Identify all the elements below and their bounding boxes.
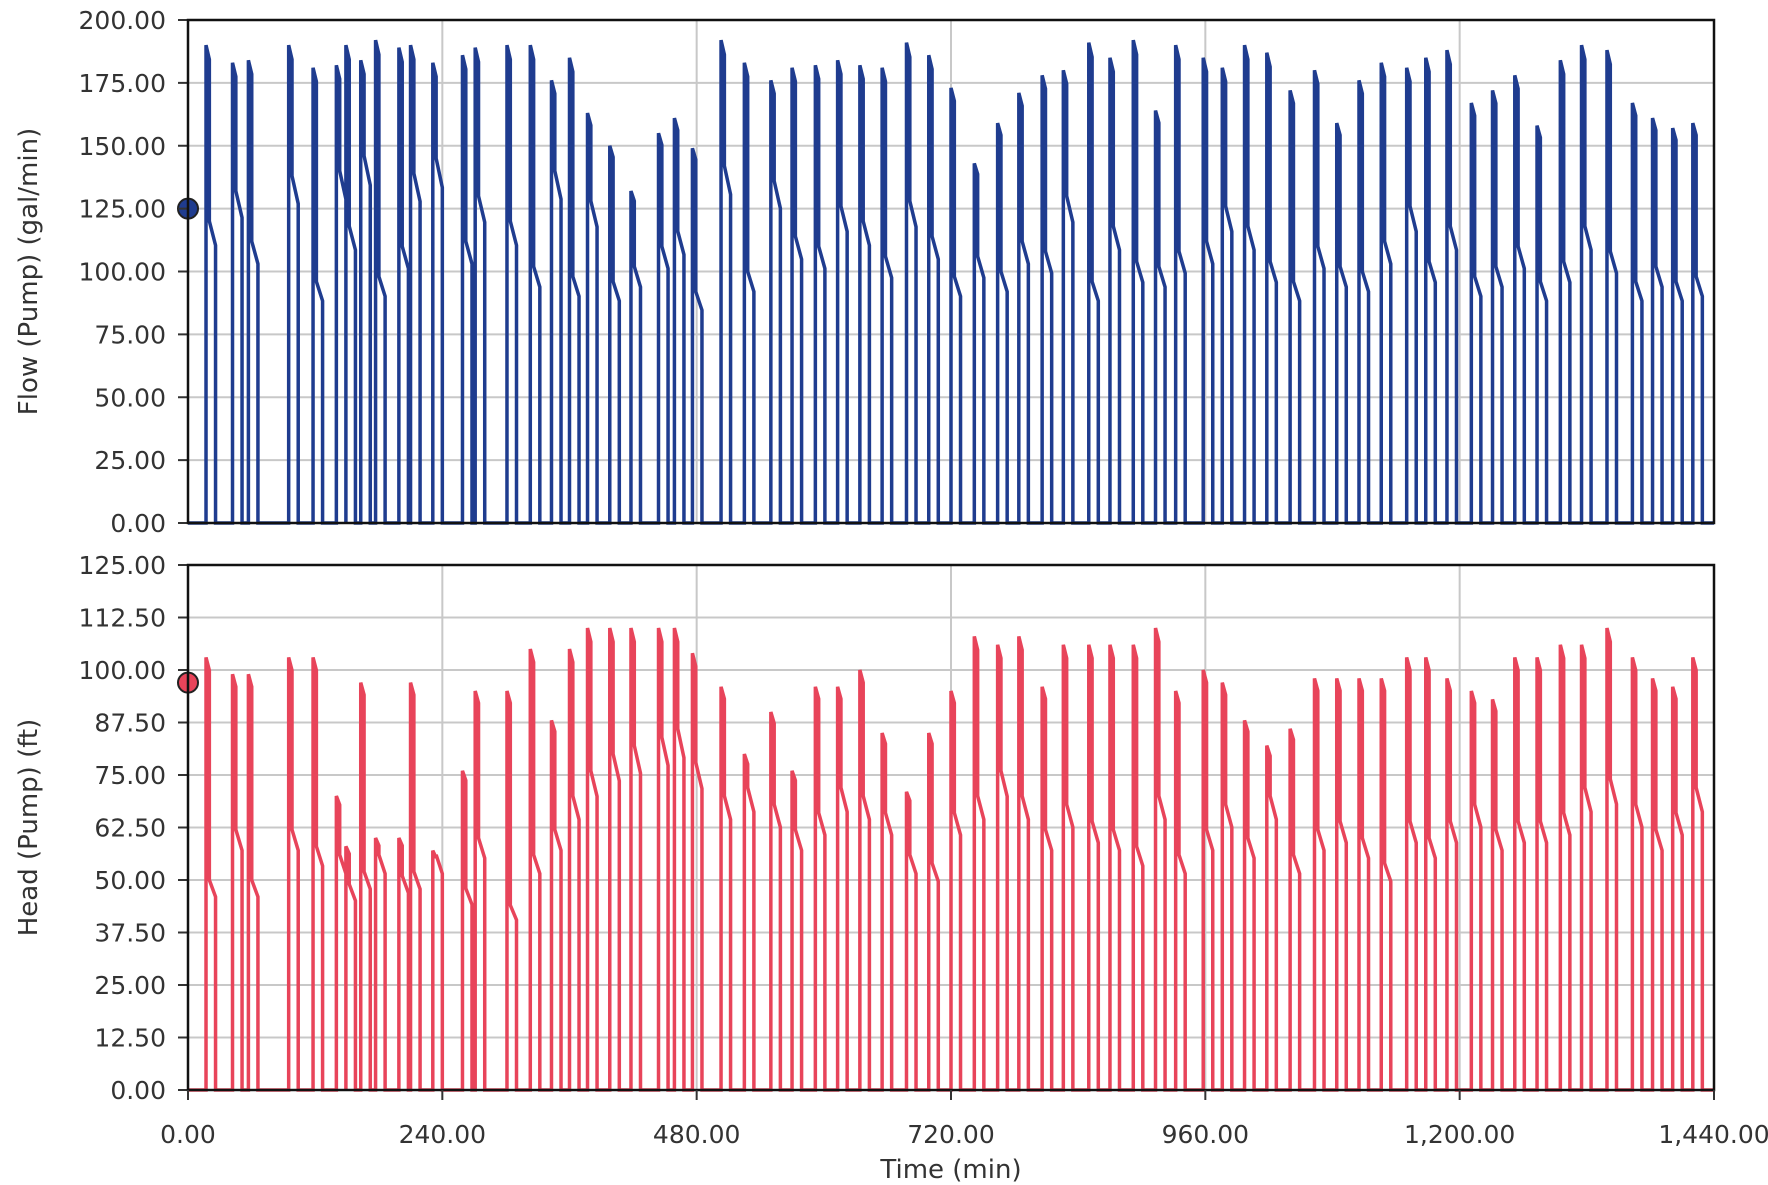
x-axis-title: Time (min) [879, 1155, 1021, 1185]
x-tick-label: 1,440.00 [1658, 1120, 1768, 1149]
top-y-tick-label: 200.00 [79, 6, 166, 35]
x-tick-label: 1,200.00 [1404, 1120, 1515, 1149]
top-y-tick-label: 150.00 [79, 132, 166, 161]
top-series-line [188, 39, 1714, 525]
frame-layer [178, 18, 1716, 1100]
bottom-y-tick-label: 125.00 [79, 551, 166, 580]
bottom-y-tick-label: 75.00 [94, 761, 166, 790]
x-tick-label: 960.00 [1162, 1120, 1249, 1149]
bottom-y-tick-label: 50.00 [94, 866, 166, 895]
bottom-y-tick-label: 87.50 [94, 709, 166, 738]
top-y-tick-label: 75.00 [94, 320, 166, 349]
bottom-y-tick-label: 25.00 [94, 971, 166, 1000]
x-tick-label: 0.00 [160, 1120, 216, 1149]
top-y-tick-label: 25.00 [94, 446, 166, 475]
bottom-y-tick-label: 12.50 [94, 1024, 166, 1053]
label-layer: 0.00 25.00 50.00 75.00 100.00 125.00 150.00 175… [14, 6, 1768, 1185]
top-y-tick-label: 125.00 [79, 195, 166, 224]
top-plot-frame [186, 18, 1716, 525]
bottom-y-tick-label: 112.50 [79, 604, 166, 633]
top-y-axis-title: Flow (Pump) (gal/min) [14, 128, 44, 415]
bottom-y-tick-label: 62.50 [94, 814, 166, 843]
bottom-series-line [188, 627, 1714, 1092]
bottom-y-tick-label: 37.50 [94, 919, 166, 948]
bottom-y-tick-label: 100.00 [79, 656, 166, 685]
top-y-tick-label: 100.00 [79, 258, 166, 287]
bottom-y-axis-title: Head (Pump) (ft) [14, 719, 44, 937]
x-tick-label: 720.00 [907, 1120, 994, 1149]
top-y-tick-label: 50.00 [94, 383, 166, 412]
top-y-tick-label: 0.00 [110, 509, 166, 538]
bottom-y-tick-label: 0.00 [110, 1076, 166, 1105]
top-y-tick-label: 175.00 [79, 69, 166, 98]
x-tick-label: 240.00 [399, 1120, 486, 1149]
x-tick-label: 480.00 [653, 1120, 740, 1149]
